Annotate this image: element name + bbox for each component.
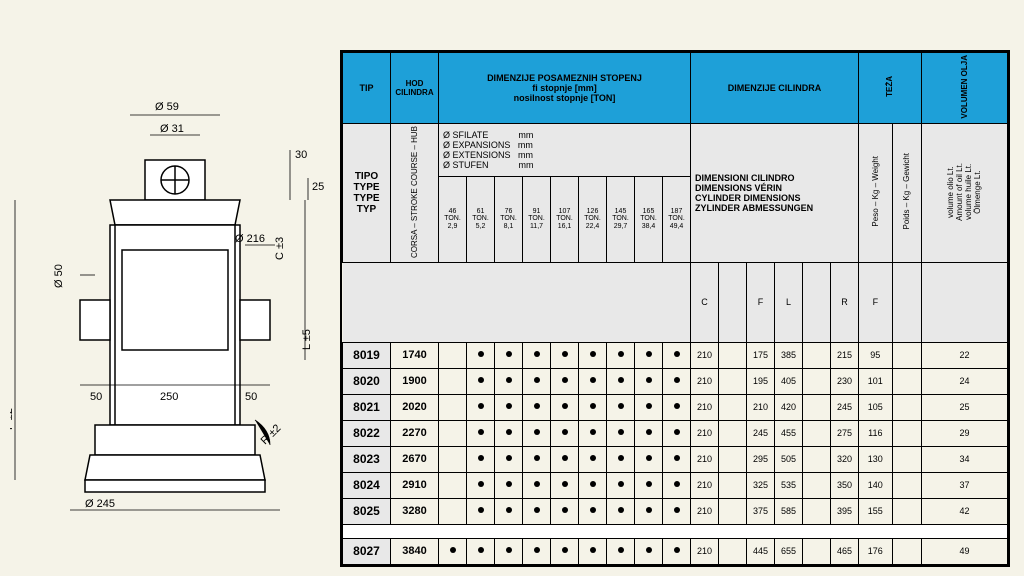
table-row: 8020190021019540523010124 [343,368,1008,394]
table-row: 8022227021024545527511629 [343,420,1008,446]
dim-d31: Ø 31 [160,123,184,135]
hdr-dimpos: DIMENZIJE POSAMEZNIH STOPENJ fi stopnje … [439,53,691,124]
dim-50a: 50 [90,391,102,403]
ton-col: 61TON.5,2 [467,177,495,263]
table-row: 8025328021037558539515542 [343,498,1008,524]
col-C: C [691,262,719,342]
hdr-cylblock: DIMENSIONI CILINDRO DIMENSIONS VÉRIN CYL… [691,123,859,262]
hdr-tipo: TIPO TYPE TYPE TYP [343,123,391,262]
table-row: 8027384021044565546517649 [343,538,1008,564]
dim-F: F ±2 [10,408,15,430]
col-L: L [775,262,803,342]
dim-d50: Ø 50 [53,264,65,288]
cylinder-table: TIP HOD CILINDRA DIMENZIJE POSAMEZNIH ST… [340,50,1010,567]
ton-col: 145TON.29,7 [607,177,635,263]
dim-250: 250 [160,391,178,403]
technical-drawing: Ø 59 Ø 31 30 25 Ø 216 C ±3 Ø 50 L ±5 50 … [10,50,340,520]
dim-30: 30 [295,149,307,161]
ton-col: 187TON.49,4 [663,177,691,263]
hdr-dimcil: DIMENZIJE CILINDRA [691,53,859,124]
dim-d216: Ø 216 [235,233,265,245]
col-R: R [831,262,859,342]
hdr-vol: VOLUMEN OLJA [921,53,1007,124]
ton-col: 126TON.22,4 [579,177,607,263]
table-row: 8024291021032553535014037 [343,472,1008,498]
dim-25: 25 [312,181,324,193]
hdr-poids: Poids – Kg – Gewicht [892,123,921,262]
hdr-corsa: CORSA – STROKE COURSE – HUB [391,123,439,262]
dim-L: L ±5 [301,329,313,350]
hdr-tip: TIP [343,53,391,124]
ton-col: 91TON.11,7 [523,177,551,263]
hdr-ext: Ø SFILATE mm Ø EXPANSIONS mm Ø EXTENSION… [439,123,691,176]
ton-col: 107TON.16,1 [551,177,579,263]
hdr-teza: TEŽA [859,53,922,124]
col-F: F [747,262,775,342]
ton-col: 46TON.2,9 [439,177,467,263]
dim-d245: Ø 245 [85,498,115,510]
dim-50b: 50 [245,391,257,403]
ton-col: 165TON.38,4 [635,177,663,263]
table-row: 8021202021021042024510525 [343,394,1008,420]
hdr-volblock: volume olio Lt. Amount of oil Lt. volume… [921,123,1007,262]
dim-d59: Ø 59 [155,101,179,113]
col-Fsub: F [859,262,893,342]
ton-col: 76TON.8,1 [495,177,523,263]
dim-c: C ±3 [274,237,286,260]
hdr-hod: HOD CILINDRA [391,53,439,124]
table-row: 8023267021029550532013034 [343,446,1008,472]
hdr-peso: Peso – Kg – Weight [859,123,893,262]
table-row: 801917402101753852159522 [343,342,1008,368]
